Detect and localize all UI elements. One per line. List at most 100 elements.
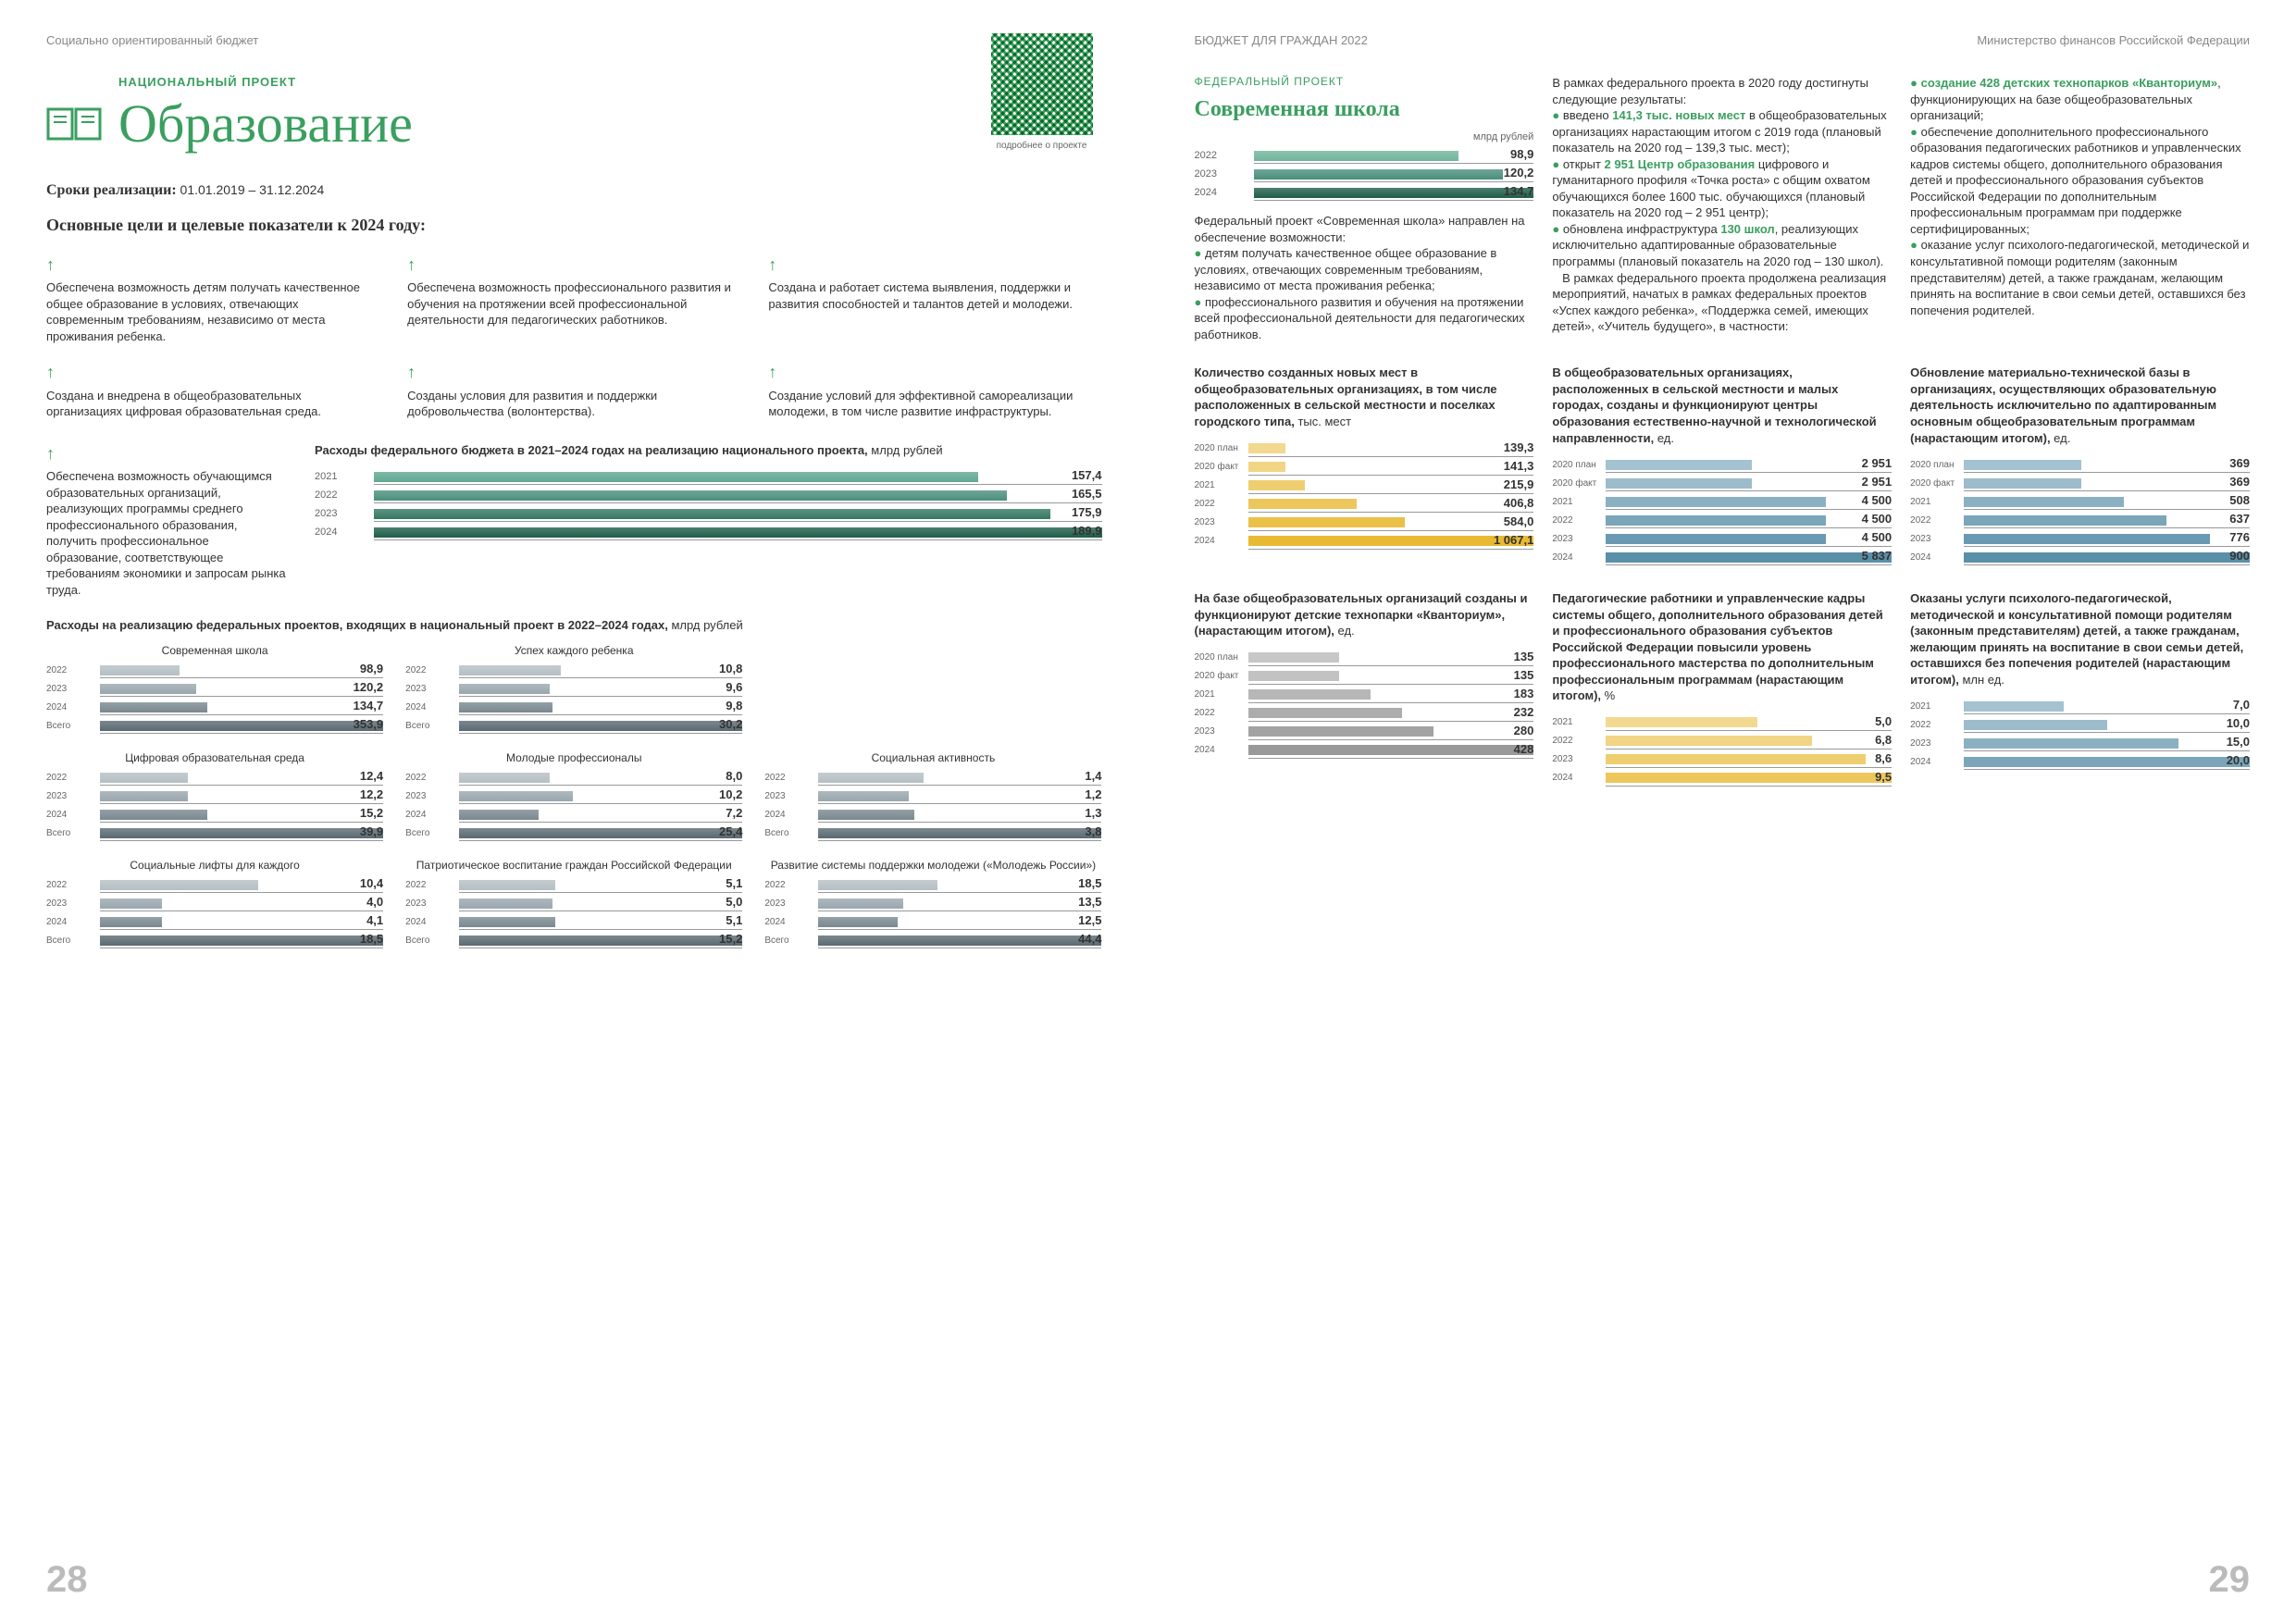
bar-track: 215,9 — [1248, 479, 1534, 492]
bar-track: 141,3 — [1248, 461, 1534, 474]
goal: ↑Создана и внедрена в общеобразовательны… — [46, 361, 379, 419]
bar-year: 2022 — [1195, 150, 1254, 161]
bar-track: 353,9 — [100, 719, 383, 732]
qr-box: подробнее о проекте — [991, 33, 1093, 151]
bar-year: Всего — [764, 935, 818, 946]
bar — [818, 791, 909, 801]
bar-track: 4,0 — [100, 897, 383, 910]
bar-row: 20231,2 — [764, 788, 1101, 803]
bar — [1248, 536, 1534, 546]
bar-track: 134,7 — [100, 700, 383, 713]
bar-year: 2024 — [1910, 552, 1964, 563]
bar — [100, 810, 207, 820]
mini-chart: Развитие системы поддержки молодежи («Мо… — [764, 859, 1101, 951]
bar-value: 215,9 — [1504, 477, 1534, 491]
bar-year: 2023 — [1910, 534, 1964, 544]
bar-value: 10,4 — [360, 876, 383, 890]
bar-row: 2023120,2 — [46, 681, 383, 696]
arrow-up-icon: ↑ — [46, 254, 379, 276]
bar-track: 232 — [1248, 707, 1534, 720]
bar-track: 12,2 — [100, 789, 383, 802]
bar-year: 2021 — [1195, 480, 1248, 490]
bar-row: 202210,8 — [405, 663, 742, 677]
arrow-up-icon: ↑ — [768, 361, 1101, 383]
bar-year: 2024 — [46, 810, 100, 820]
bar — [1248, 443, 1285, 453]
bar — [100, 828, 383, 838]
bar-year: 2024 — [764, 917, 818, 927]
bar — [1248, 671, 1340, 681]
goal-7: ↑ Обеспечена возможность обучающимся обр… — [46, 442, 287, 599]
bar-year: 2023 — [315, 508, 374, 519]
bar — [1248, 499, 1357, 509]
bar — [459, 898, 552, 909]
bar-value: 5,1 — [726, 876, 742, 890]
bar-row: 202420,0 — [1910, 754, 2250, 769]
bar-row: 20245 837 — [1552, 550, 1892, 564]
bar-year: 2022 — [46, 773, 100, 783]
bar-value: 44,4 — [1078, 932, 1101, 946]
bar-year: 2020 факт — [1195, 462, 1248, 472]
indicator-title: На базе общеобразовательных организаций … — [1195, 590, 1534, 639]
bar-value: 232 — [1514, 705, 1534, 719]
bar-year: 2020 факт — [1910, 478, 1964, 489]
bar — [1248, 480, 1306, 490]
bar — [1606, 478, 1752, 489]
bar-track: 134,7 — [1254, 186, 1534, 199]
bar-row: 20225,1 — [405, 877, 742, 892]
bar-year: 2023 — [764, 791, 818, 801]
bar-value: 9,8 — [726, 699, 742, 712]
bar-track: 9,8 — [459, 700, 742, 713]
bar-year: 2022 — [46, 665, 100, 675]
bar — [1964, 701, 2064, 712]
goal: ↑Созданы условия для развития и поддержк… — [407, 361, 740, 419]
bar-year: 2021 — [1552, 717, 1606, 727]
bar-year: 2021 — [315, 471, 374, 482]
bar — [1964, 460, 2081, 470]
fed-intro: Федеральный проект «Современная школа» н… — [1195, 213, 1534, 342]
hdr-budget: БЮДЖЕТ ДЛЯ ГРАЖДАН 2022 — [1195, 33, 1368, 47]
bar-track: 135 — [1248, 670, 1534, 683]
bar-year: 2020 план — [1195, 443, 1248, 453]
bar-row: 2020 план135 — [1195, 650, 1534, 665]
bar-year: 2024 — [405, 702, 459, 712]
bar-value: 7,0 — [2233, 698, 2250, 712]
bar — [818, 828, 1101, 838]
bar-year: Всего — [405, 828, 459, 838]
bar — [1248, 708, 1403, 718]
indicator-title: Оказаны услуги психолого-педагогической,… — [1910, 590, 2250, 688]
bar-row: 20244,1 — [46, 914, 383, 929]
bar-track: 15,0 — [1964, 737, 2250, 750]
bar-track: 98,9 — [1254, 149, 1534, 162]
bar-track: 637 — [1964, 514, 2250, 527]
bar-row: 20249,5 — [1552, 771, 1892, 786]
bar-value: 4 500 — [1862, 493, 1893, 507]
bar-year: 2023 — [1552, 754, 1606, 764]
bar-row: 202212,4 — [46, 770, 383, 785]
mini-title: Успех каждого ребенка — [405, 644, 742, 657]
bar-row: 2020 план369 — [1910, 457, 2250, 472]
goal: ↑Обеспечена возможность профессиональног… — [407, 254, 740, 344]
bar-value: 141,3 — [1504, 459, 1534, 473]
bar — [459, 702, 552, 712]
bar-track: 157,4 — [374, 470, 1102, 483]
bar — [1248, 517, 1406, 527]
bar-row: 2023120,2 — [1195, 167, 1534, 181]
page-29: БЮДЖЕТ ДЛЯ ГРАЖДАН 2022 Министерство фин… — [1148, 0, 2296, 1623]
bar-track: 8,6 — [1606, 753, 1892, 766]
bar-row: 2024134,7 — [1195, 185, 1534, 200]
bar-value: 637 — [2229, 512, 2250, 526]
bar-track: 175,9 — [374, 507, 1102, 520]
bar — [1606, 754, 1866, 764]
bar-row: Всего353,9 — [46, 718, 383, 733]
bar — [459, 665, 561, 675]
bar — [1248, 745, 1534, 755]
bar-row: 2020 факт135 — [1195, 669, 1534, 684]
bar-row: 202312,2 — [46, 788, 383, 803]
qr-icon — [991, 33, 1093, 135]
mini-title: Развитие системы поддержки молодежи («Мо… — [764, 859, 1101, 872]
bar-row: 20247,2 — [405, 807, 742, 822]
bar-year: 2022 — [405, 665, 459, 675]
bar-row: 2021183 — [1195, 688, 1534, 702]
bar-track: 12,5 — [818, 915, 1101, 928]
